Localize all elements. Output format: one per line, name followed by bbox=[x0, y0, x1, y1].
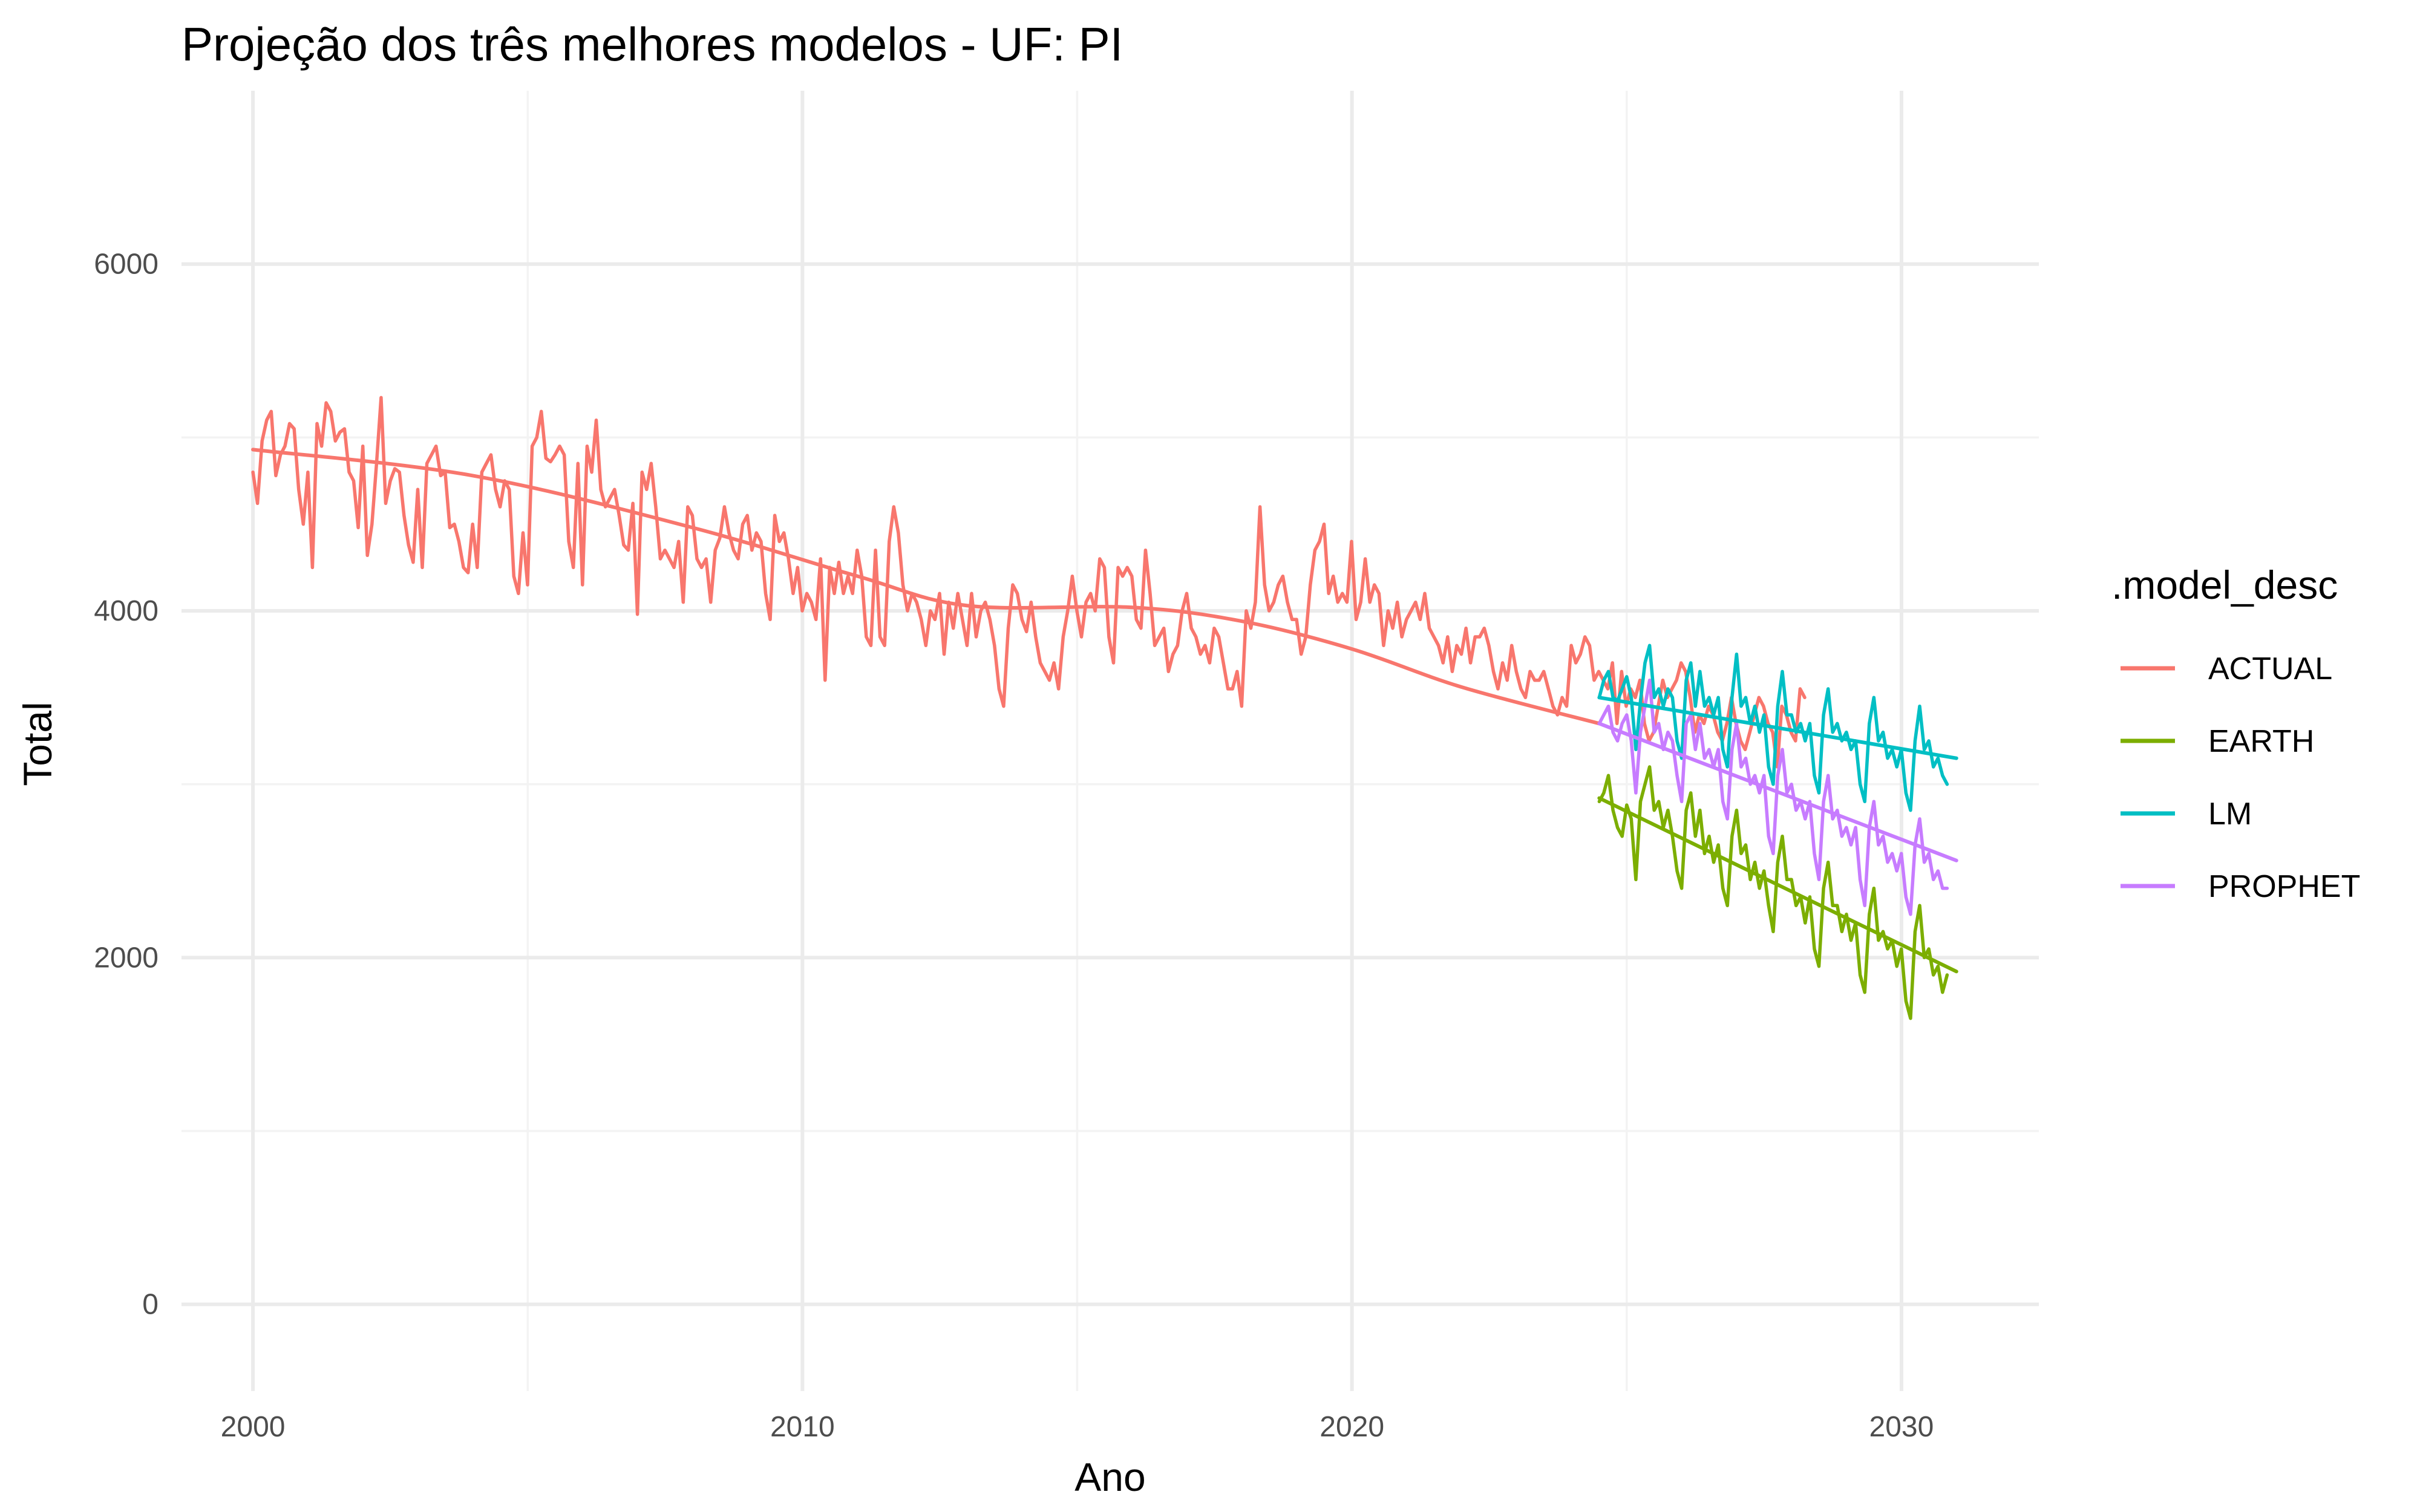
legend-label-prophet: PROPHET bbox=[2208, 869, 2360, 904]
trend-lines bbox=[251, 448, 1958, 974]
legend-title: .model_desc bbox=[2111, 562, 2338, 607]
trend-line-actual bbox=[251, 448, 1601, 726]
x-tick-label: 2020 bbox=[1320, 1411, 1384, 1443]
legend: .model_desc ACTUAL EARTH LM PROPHET bbox=[2111, 562, 2360, 904]
y-tick-labels: 0 2000 4000 6000 bbox=[94, 249, 159, 1321]
trend-line-prophet bbox=[1597, 722, 1958, 862]
series-line-earth bbox=[1597, 765, 1949, 1020]
y-tick-label: 2000 bbox=[94, 942, 159, 974]
x-tick-label: 2030 bbox=[1869, 1411, 1934, 1443]
series-lines bbox=[251, 396, 1949, 1020]
series-line-actual bbox=[251, 396, 1807, 769]
x-tick-label: 2000 bbox=[221, 1411, 286, 1443]
grid bbox=[182, 91, 2039, 1391]
x-tick-labels: 2000 2010 2020 2030 bbox=[221, 1411, 1934, 1443]
series-line-lm bbox=[1597, 644, 1949, 812]
chart-title: Projeção dos três melhores modelos - UF:… bbox=[182, 18, 1123, 71]
trend-line-lm bbox=[1597, 696, 1958, 760]
y-tick-label: 6000 bbox=[94, 249, 159, 281]
y-tick-label: 4000 bbox=[94, 595, 159, 627]
trend-line-earth bbox=[1597, 796, 1958, 974]
legend-label-earth: EARTH bbox=[2208, 724, 2314, 759]
y-tick-label: 0 bbox=[142, 1289, 159, 1321]
x-tick-label: 2010 bbox=[770, 1411, 835, 1443]
x-axis-title: Ano bbox=[1074, 1455, 1145, 1499]
legend-label-actual: ACTUAL bbox=[2208, 651, 2332, 686]
y-axis-title: Total bbox=[15, 702, 60, 786]
legend-label-lm: LM bbox=[2208, 797, 2252, 832]
series-line-prophet bbox=[1597, 678, 1949, 916]
